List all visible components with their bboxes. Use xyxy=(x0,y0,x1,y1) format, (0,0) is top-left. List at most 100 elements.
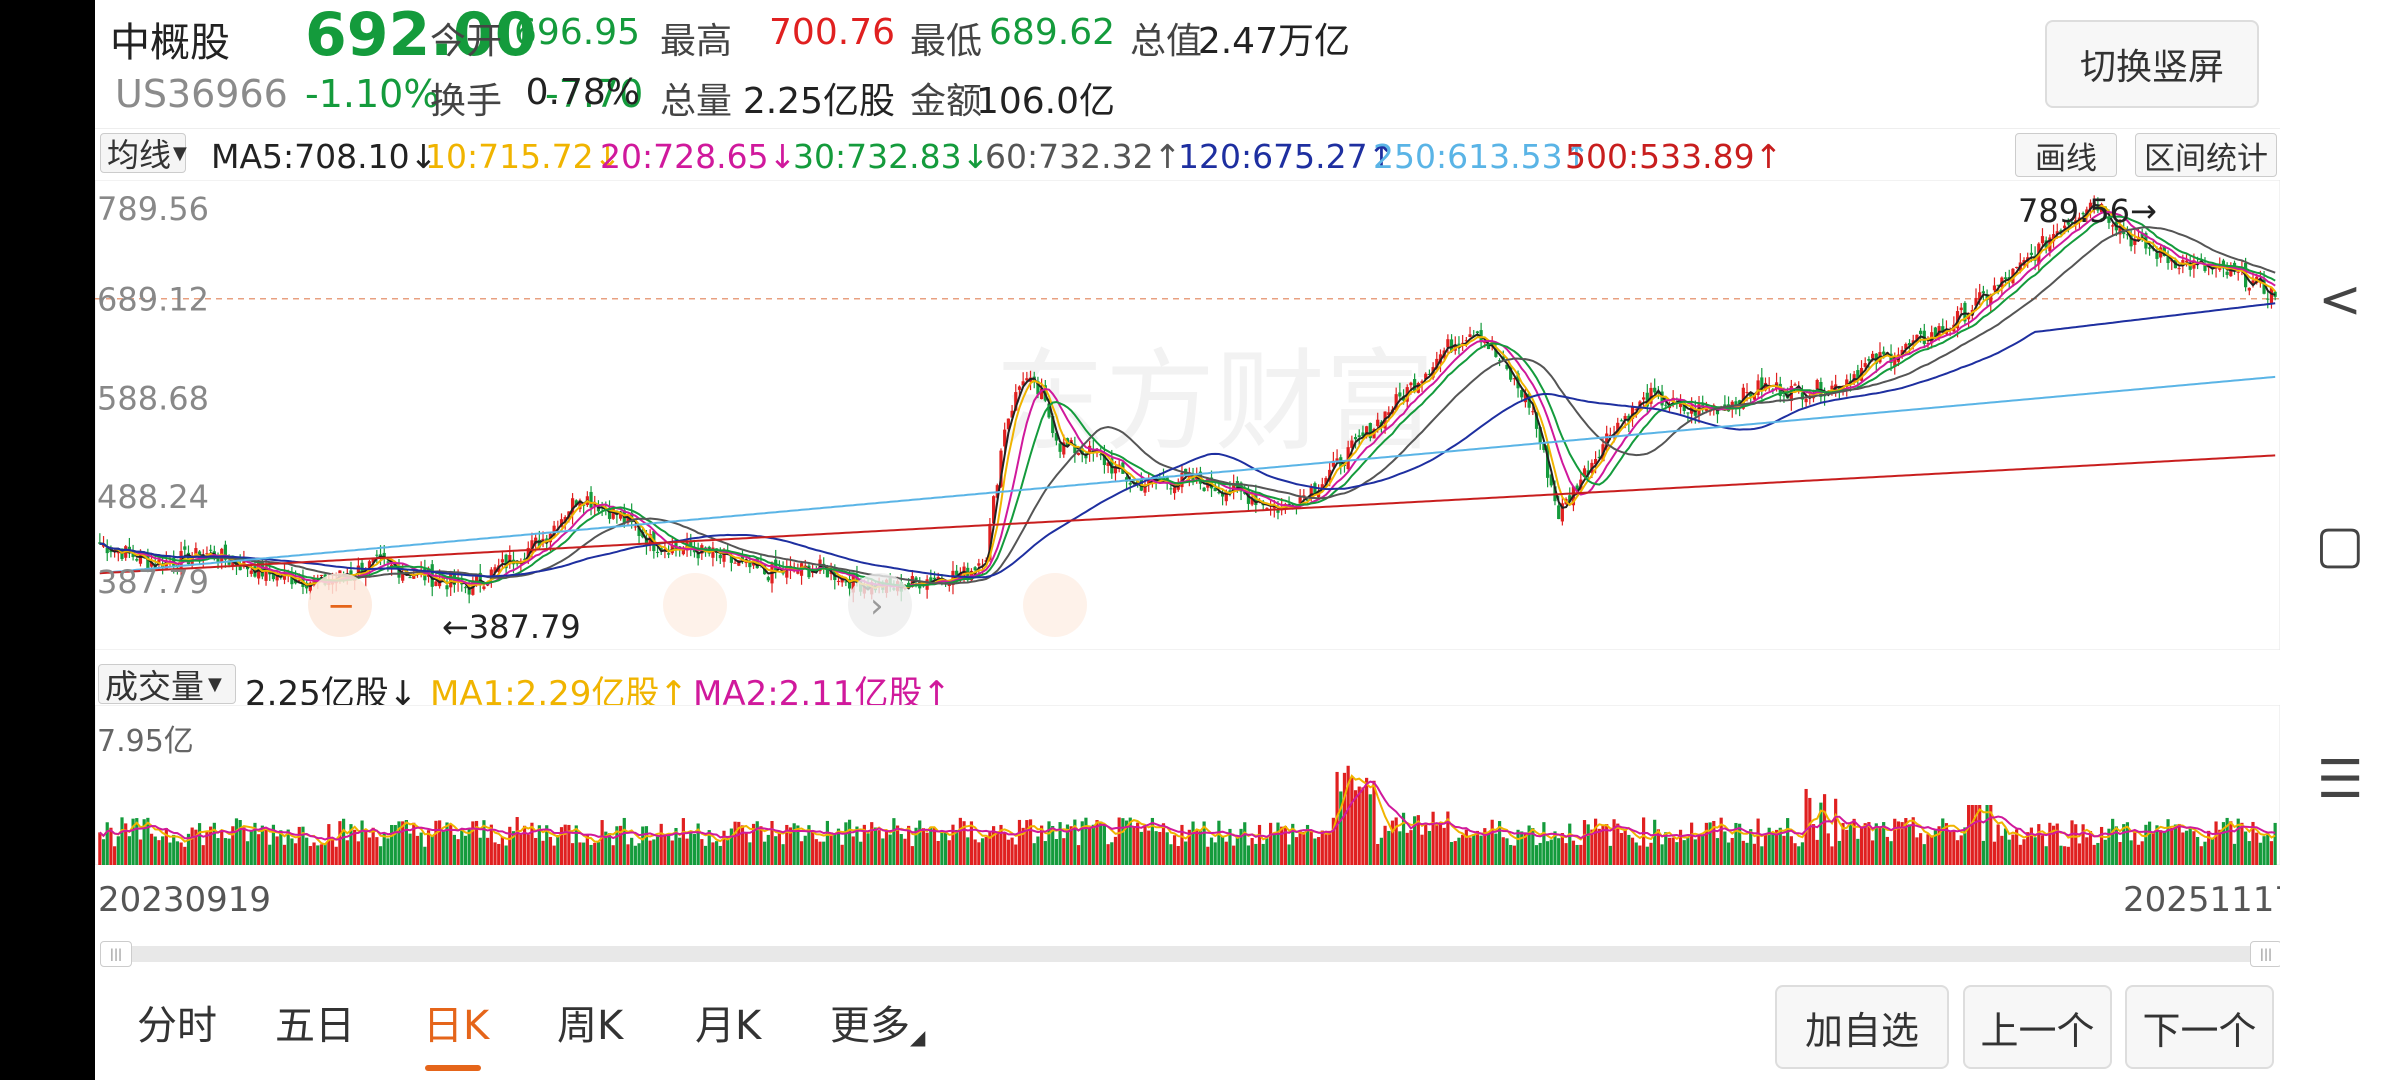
tab-month-k[interactable]: 月K xyxy=(695,1003,762,1049)
home-square-icon[interactable]: ▢ xyxy=(2315,515,2365,575)
candle-body xyxy=(2015,266,2019,269)
volume-bar xyxy=(146,817,150,865)
candle-body xyxy=(1361,432,1365,437)
volume-bar xyxy=(534,837,538,865)
add-to-watchlist-button[interactable]: 加自选 xyxy=(1775,985,1949,1069)
candle-body xyxy=(2111,225,2115,227)
candle-body xyxy=(1800,392,1805,400)
volume-bar xyxy=(367,837,372,865)
candle-body xyxy=(563,516,567,522)
tab-more[interactable]: 更多 xyxy=(830,1003,910,1049)
candle-body xyxy=(1523,393,1528,403)
volume-bar xyxy=(1752,843,1757,865)
next-page-button[interactable] xyxy=(848,573,912,637)
candle-body xyxy=(1080,448,1084,455)
candle-body xyxy=(131,552,135,558)
back-icon[interactable]: < xyxy=(2318,270,2362,330)
candle-body xyxy=(932,577,937,580)
candle-body xyxy=(1158,477,1162,482)
volume-bar xyxy=(814,839,818,865)
volume-bar xyxy=(840,844,844,865)
range-stats-button[interactable]: 区间统计 xyxy=(2135,133,2277,177)
tab-five-day[interactable]: 五日 xyxy=(275,1003,355,1049)
candle-body xyxy=(1693,409,1697,416)
scrollbar-right-handle[interactable]: ||| xyxy=(2250,941,2282,967)
chart-scrollbar[interactable] xyxy=(100,946,2280,962)
candle-body xyxy=(260,562,264,577)
next-stock-button[interactable]: 下一个 xyxy=(2125,985,2274,1069)
volume-selector[interactable]: 成交量 ▼ xyxy=(98,664,236,706)
draw-line-button[interactable]: 画线 xyxy=(2015,133,2117,177)
volume-bar xyxy=(2133,830,2137,865)
tab-day-k[interactable]: 日K xyxy=(423,1003,490,1049)
volume-bar xyxy=(386,838,390,865)
volume-bar xyxy=(445,822,449,865)
volume-bar xyxy=(2181,832,2185,865)
volume-bar xyxy=(168,842,172,865)
volume-bar xyxy=(796,825,800,865)
tab-minute[interactable]: 分时 xyxy=(137,1003,217,1049)
ma-line xyxy=(99,215,2276,588)
volume-bar xyxy=(1841,822,1845,865)
volume-bar xyxy=(2103,839,2107,865)
candle-body xyxy=(1006,418,1010,430)
minus-zoom-button[interactable] xyxy=(308,573,372,637)
tab-week-k[interactable]: 周K xyxy=(557,1003,624,1049)
candle-body xyxy=(807,565,811,578)
volume-bar xyxy=(290,838,294,865)
candle-body xyxy=(1394,394,1398,411)
scrollbar-left-handle[interactable]: ||| xyxy=(100,941,132,967)
candle-body xyxy=(2225,271,2229,275)
candle-body xyxy=(722,550,726,562)
volume-bar xyxy=(596,842,601,865)
volume-bar xyxy=(1553,831,1557,865)
volume-bar xyxy=(1283,825,1287,865)
volume-bar xyxy=(1627,834,1631,865)
volume-bar xyxy=(323,843,327,865)
volume-bar xyxy=(264,830,268,865)
volume-bar xyxy=(1660,844,1664,865)
volume-bar xyxy=(626,844,630,865)
high-annotation: 789.56→ xyxy=(2018,192,2157,230)
change-percent: -1.10% xyxy=(305,72,440,116)
volume-bar xyxy=(2221,822,2226,865)
menu-icon[interactable]: ☰ xyxy=(2316,750,2364,810)
volume-bar xyxy=(1413,816,1417,865)
volume-bar xyxy=(316,845,320,865)
open-label: 今开 xyxy=(430,21,503,62)
volume-max-label: 7.95亿 xyxy=(97,724,194,759)
reset-zoom-button[interactable] xyxy=(663,573,727,637)
volume-bar xyxy=(615,826,619,865)
volume-bar xyxy=(212,822,216,865)
volume-bar xyxy=(2129,840,2133,865)
volume-bar xyxy=(419,832,423,865)
volume-chart[interactable]: 7.95亿 xyxy=(95,705,2280,865)
candle-body xyxy=(988,523,992,560)
switch-portrait-button[interactable]: 切换竖屏 xyxy=(2045,20,2259,108)
candle-body xyxy=(1305,499,1310,501)
volume-bar xyxy=(1800,842,1805,865)
volume-bar xyxy=(1634,842,1638,865)
price-axis-label: 588.68 xyxy=(97,379,209,417)
previous-stock-button[interactable]: 上一个 xyxy=(1963,985,2112,1069)
candle-body xyxy=(1014,392,1018,411)
ma-selector[interactable]: 均线 ▼ xyxy=(100,133,187,174)
candle-body xyxy=(1143,485,1147,493)
volume-bar xyxy=(482,820,486,865)
overlay-controls: − › xyxy=(308,573,1087,637)
candle-body xyxy=(378,554,383,557)
candle-body xyxy=(1021,381,1025,386)
volume-bar xyxy=(2118,841,2122,865)
volume-bar xyxy=(1856,838,1860,865)
volume-bar xyxy=(2144,824,2148,865)
candle-body xyxy=(271,573,276,580)
volume-bar xyxy=(1320,830,1324,865)
volume-bar xyxy=(2063,846,2067,865)
candle-body xyxy=(1058,443,1062,452)
volume-bar xyxy=(1963,827,1967,865)
volume-bar xyxy=(1538,842,1542,865)
candle-body xyxy=(1941,326,1945,333)
volume-bar xyxy=(434,820,438,865)
plus-zoom-button[interactable] xyxy=(1023,573,1087,637)
